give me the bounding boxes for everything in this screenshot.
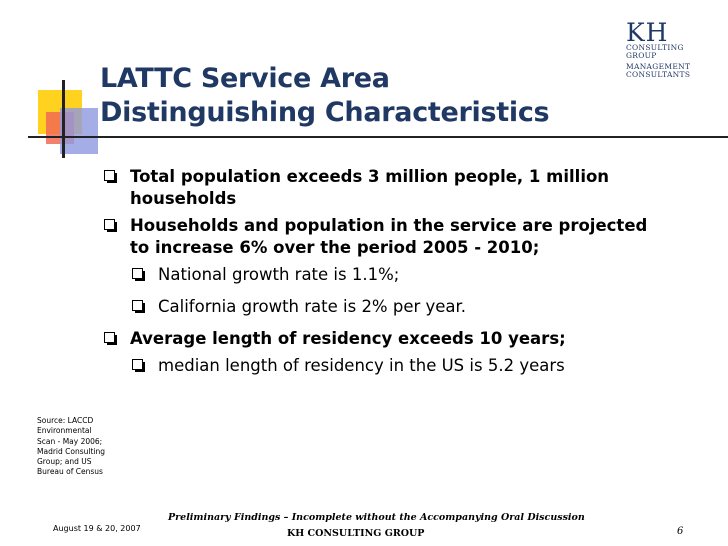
kh-logo: KH CONSULTING GROUP MANAGEMENT CONSULTAN… (626, 18, 691, 79)
footer-date: August 19 & 20, 2007 (53, 524, 141, 533)
title-line-1: LATTC Service Area (100, 63, 390, 94)
source-note: Source: LACCD Environmental Scan - May 2… (37, 416, 106, 477)
page-number: 6 (677, 526, 684, 537)
checkbox-bullet-icon (132, 268, 145, 281)
sub-bullet-text: median length of residency in the US is … (158, 356, 565, 375)
bullet-text: Average length of residency exceeds 10 y… (130, 329, 566, 348)
sub-bullet-text: California growth rate is 2% per year. (158, 297, 467, 316)
footer-disclaimer: Preliminary Findings – Incomplete withou… (168, 512, 585, 523)
slide-title: LATTC Service Area Distinguishing Charac… (100, 62, 550, 130)
logo-line-management: MANAGEMENT (626, 62, 691, 71)
checkbox-bullet-icon (132, 359, 145, 372)
checkbox-bullet-icon (104, 332, 117, 345)
sub-bullet-item: National growth rate is 1.1%; (100, 264, 660, 286)
bullet-list: Total population exceeds 3 million peopl… (100, 166, 660, 387)
sub-bullet-item: California growth rate is 2% per year. (100, 296, 660, 318)
title-line-2: Distinguishing Characteristics (100, 97, 550, 128)
checkbox-bullet-icon (104, 219, 117, 232)
decoration-vertical-line (62, 80, 65, 158)
checkbox-bullet-icon (132, 300, 145, 313)
bullet-item: Total population exceeds 3 million peopl… (100, 166, 660, 210)
logo-line-consultants: CONSULTANTS (626, 70, 691, 79)
sub-bullet-item: median length of residency in the US is … (100, 355, 660, 377)
logo-line-group: GROUP (626, 51, 657, 60)
bullet-item: Average length of residency exceeds 10 y… (100, 328, 660, 350)
logo-mark: KH (626, 18, 669, 47)
decoration-horizontal-line (28, 136, 728, 138)
bullet-text: Households and population in the service… (130, 216, 648, 257)
checkbox-bullet-icon (104, 170, 117, 183)
logo-line-consulting: CONSULTING (626, 43, 684, 52)
decoration-blue-block (60, 108, 98, 154)
bullet-text: Total population exceeds 3 million peopl… (130, 167, 610, 208)
footer-company: KH CONSULTING GROUP (287, 528, 425, 539)
sub-bullet-text: National growth rate is 1.1%; (158, 265, 400, 284)
bullet-item: Households and population in the service… (100, 215, 660, 259)
